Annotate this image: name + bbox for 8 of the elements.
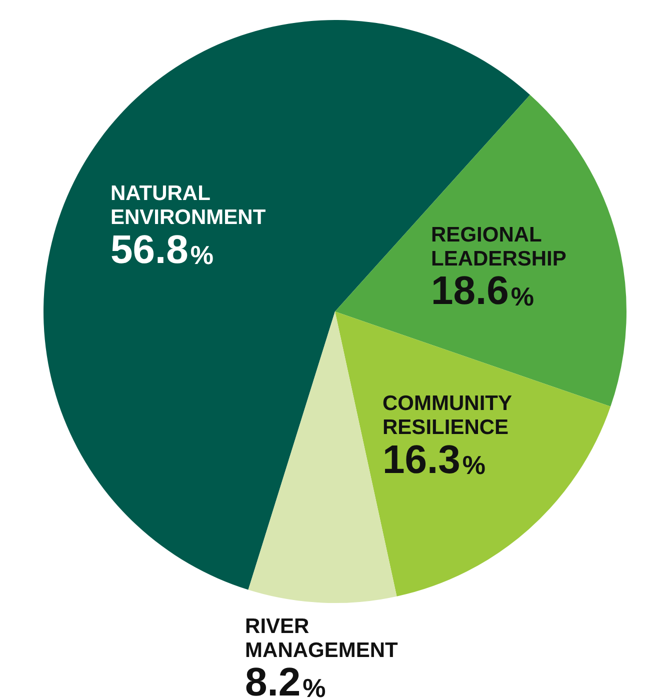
slice-label: RIVER MANAGEMENT [245, 614, 398, 662]
slice-label: COMMUNITY RESILIENCE [382, 392, 512, 440]
slice-label: REGIONAL LEADERSHIP [431, 224, 566, 271]
data-label: 18.6% [431, 269, 534, 314]
data-label: 56.8% [110, 228, 214, 272]
data-label: 16.3% [382, 438, 486, 482]
slice-label: NATURAL ENVIRONMENT [110, 182, 266, 230]
data-label: 8.2% [245, 660, 326, 698]
